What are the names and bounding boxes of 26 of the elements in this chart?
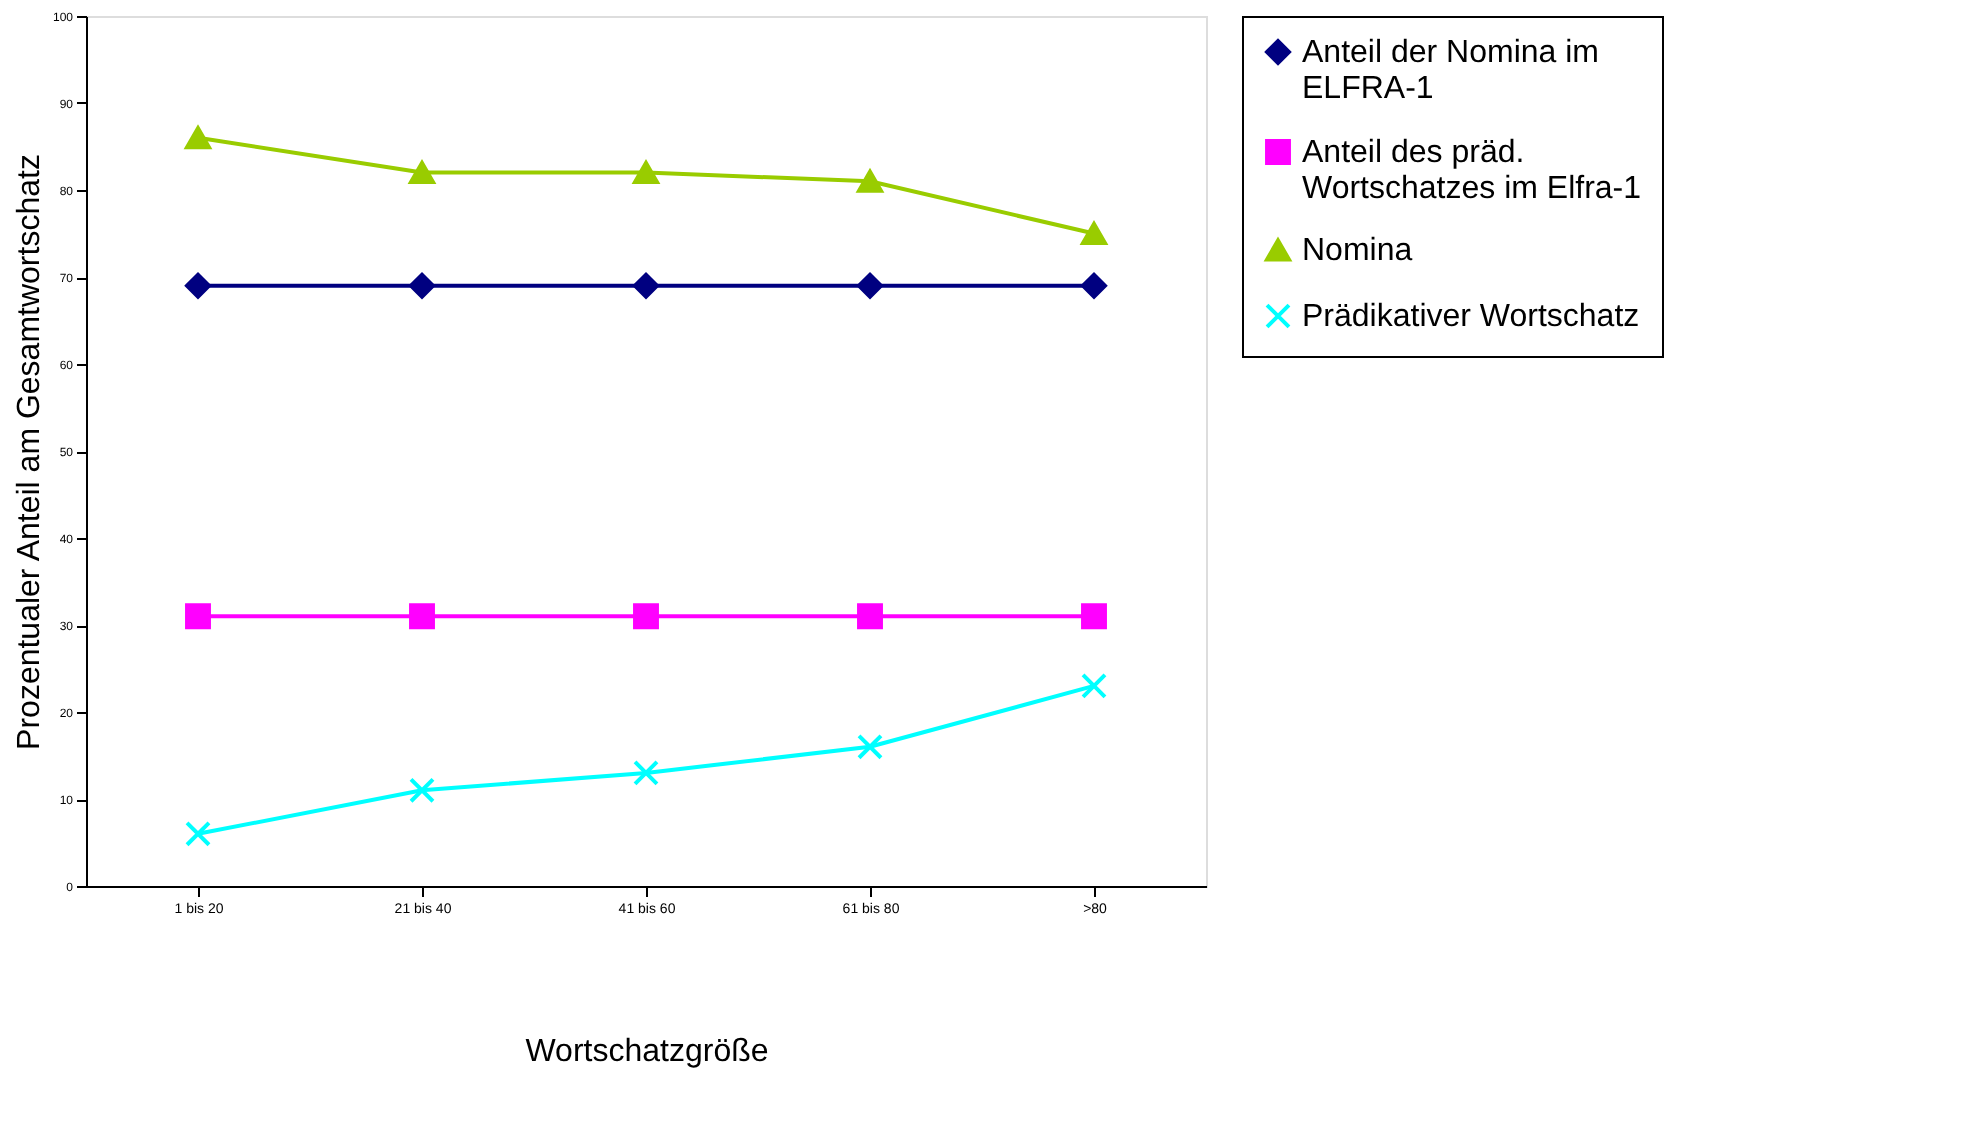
point [185, 603, 211, 630]
point [633, 161, 659, 185]
point [409, 272, 435, 299]
point [857, 603, 883, 630]
point [633, 603, 659, 630]
point [185, 820, 211, 847]
point [857, 272, 883, 299]
point [857, 733, 883, 760]
legend-label: Prädikativer Wortschatz [1302, 300, 1640, 334]
point [409, 161, 435, 185]
x-axis-title: Wortschatzgröße [525, 1035, 769, 1069]
y-axis-title: Prozentualer Anteil am Gesamtwortschatz [12, 154, 47, 750]
point [1081, 672, 1107, 699]
point [185, 272, 211, 299]
point [1081, 222, 1107, 245]
point [409, 777, 435, 804]
legend-label: Anteil der Nomina im ELFRA-1 [1302, 36, 1599, 106]
point [1081, 603, 1107, 630]
point [633, 759, 659, 786]
legend-label: Nomina [1302, 234, 1413, 268]
point [857, 169, 883, 193]
point [185, 126, 211, 150]
point [409, 603, 435, 630]
legend-label: Anteil des präd. Wortschatzes im Elfra-1 [1302, 136, 1642, 206]
point [633, 272, 659, 299]
point [1081, 272, 1107, 299]
